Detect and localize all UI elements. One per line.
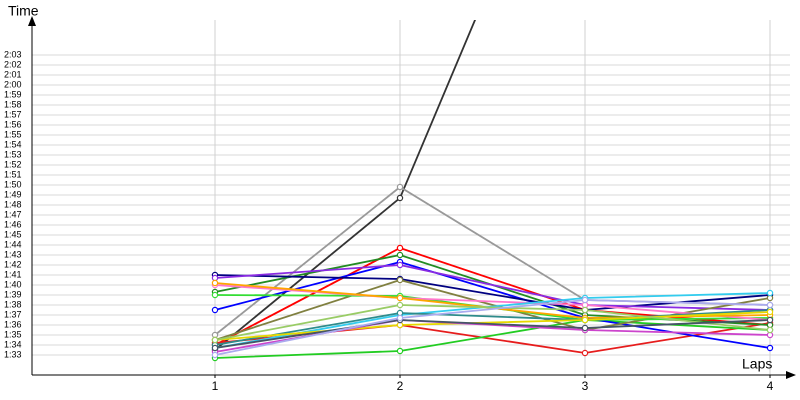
data-point	[581, 306, 589, 314]
x-tick-label: 3	[582, 379, 589, 393]
y-tick-label: 1:33	[4, 349, 22, 359]
series-line	[214, 319, 771, 359]
data-point	[766, 326, 774, 334]
data-point	[396, 251, 404, 259]
data-point	[766, 301, 774, 309]
x-axis-label: Laps	[742, 356, 772, 372]
y-tick-label: 1:40	[4, 279, 22, 289]
y-tick-label: 1:57	[4, 109, 22, 119]
series-line	[214, 279, 771, 341]
series-line	[214, 309, 771, 346]
data-point	[211, 279, 219, 287]
data-point	[396, 261, 404, 269]
y-tick-label: 2:01	[4, 69, 22, 79]
y-tick-label: 1:38	[4, 299, 22, 309]
data-point	[581, 349, 589, 357]
data-point	[396, 194, 404, 202]
x-tick-label: 2	[397, 379, 404, 393]
data-point	[581, 316, 589, 324]
y-tick-label: 1:35	[4, 329, 22, 339]
data-point	[211, 344, 219, 352]
x-tick-label: 4	[767, 379, 774, 393]
data-point	[581, 296, 589, 304]
y-axis-label: Time	[8, 3, 39, 19]
y-tick-label: 2:00	[4, 79, 22, 89]
y-tick-label: 1:58	[4, 99, 22, 109]
data-point	[766, 308, 774, 316]
y-tick-label: 1:34	[4, 339, 22, 349]
y-tick-label: 1:41	[4, 269, 22, 279]
data-point	[211, 336, 219, 344]
y-tick-label: 1:37	[4, 309, 22, 319]
y-tick-label: 1:53	[4, 149, 22, 159]
data-point	[211, 351, 219, 359]
y-tick-label: 1:55	[4, 129, 22, 139]
y-tick-label: 1:48	[4, 199, 22, 209]
y-tick-label: 1:51	[4, 169, 22, 179]
y-tick-label: 1:36	[4, 319, 22, 329]
y-tick-label: 1:43	[4, 249, 22, 259]
plot-area	[211, 20, 774, 362]
data-point	[766, 316, 774, 324]
series-line	[214, 311, 771, 341]
grid	[32, 20, 790, 375]
y-axis-arrow	[28, 16, 36, 26]
series-line	[214, 284, 771, 321]
y-tick-label: 1:44	[4, 239, 22, 249]
data-point	[581, 324, 589, 332]
x-axis-arrow	[786, 371, 796, 379]
y-tick-label: 1:49	[4, 189, 22, 199]
y-tick-label: 1:42	[4, 259, 22, 269]
data-point	[396, 347, 404, 355]
data-point	[766, 344, 774, 352]
data-point	[396, 183, 404, 191]
y-tick-label: 1:52	[4, 159, 22, 169]
y-tick-label: 1:54	[4, 139, 22, 149]
data-point	[396, 276, 404, 284]
series-line	[214, 292, 771, 349]
series-line	[214, 264, 771, 311]
data-point	[396, 244, 404, 252]
data-point	[211, 291, 219, 299]
data-point	[211, 306, 219, 314]
data-point	[766, 289, 774, 297]
y-tick-label: 1:46	[4, 219, 22, 229]
series-line	[214, 299, 771, 356]
series-line	[214, 304, 771, 341]
y-tick-label: 1:59	[4, 89, 22, 99]
y-tick-label: 1:39	[4, 289, 22, 299]
series-line	[214, 319, 771, 349]
y-tick-label: 2:02	[4, 59, 22, 69]
y-tick-label: 1:47	[4, 209, 22, 219]
y-tick-label: 2:03	[4, 49, 22, 59]
series-line	[214, 247, 771, 346]
y-tick-label: 1:50	[4, 179, 22, 189]
data-point	[396, 294, 404, 302]
x-tick-label: 1	[212, 379, 219, 393]
y-tick-label: 1:45	[4, 229, 22, 239]
y-tick-label: 1:56	[4, 119, 22, 129]
data-point	[396, 314, 404, 322]
data-point	[396, 301, 404, 309]
